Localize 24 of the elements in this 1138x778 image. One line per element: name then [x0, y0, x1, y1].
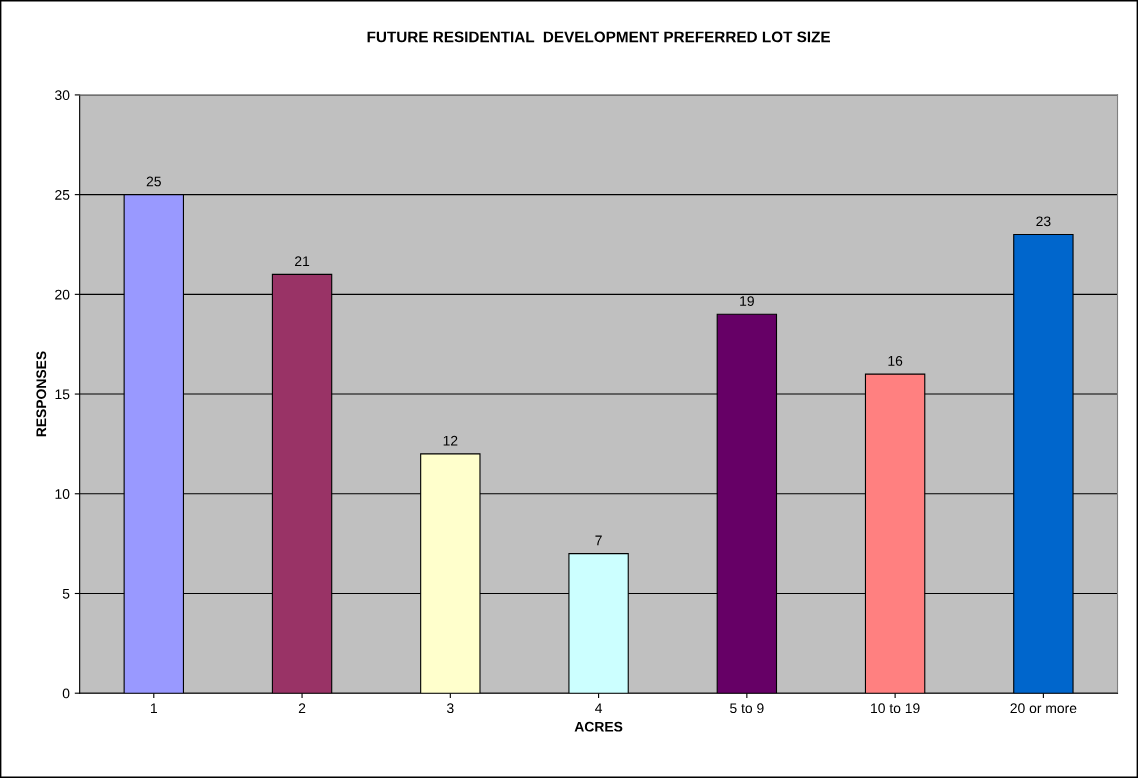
data-label: 25 [146, 176, 161, 187]
y-tick-label: 30 [55, 90, 70, 101]
x-tick-label: 5 to 9 [730, 703, 764, 714]
x-tick-label: 20 or more [1010, 703, 1077, 714]
chart-title: FUTURE RESIDENTIAL DEVELOPMENT PREFERRED LOT SIZE [367, 31, 831, 43]
x-tick-label: 3 [446, 703, 454, 714]
data-label: 19 [740, 296, 754, 306]
x-tick-label: 10 to 19 [871, 703, 920, 714]
data-label: 21 [295, 256, 310, 266]
x-axis-title: ACRES [574, 721, 623, 732]
data-label: 16 [888, 355, 903, 366]
y-tick-label: 0 [62, 688, 70, 699]
y-tick-label: 20 [55, 289, 70, 300]
data-label: 7 [595, 535, 602, 546]
y-tick-label: 10 [55, 489, 70, 499]
x-tick-label: 4 [595, 703, 603, 713]
y-tick-label: 5 [62, 588, 70, 599]
y-tick-label: 15 [55, 389, 70, 400]
data-label: 23 [1036, 216, 1051, 227]
y-tick-label: 25 [55, 189, 70, 200]
data-label: 12 [443, 435, 458, 446]
x-tick-label: 1 [150, 703, 157, 713]
y-axis-title: RESPONSES [36, 351, 47, 437]
x-tick-label: 2 [298, 703, 306, 713]
